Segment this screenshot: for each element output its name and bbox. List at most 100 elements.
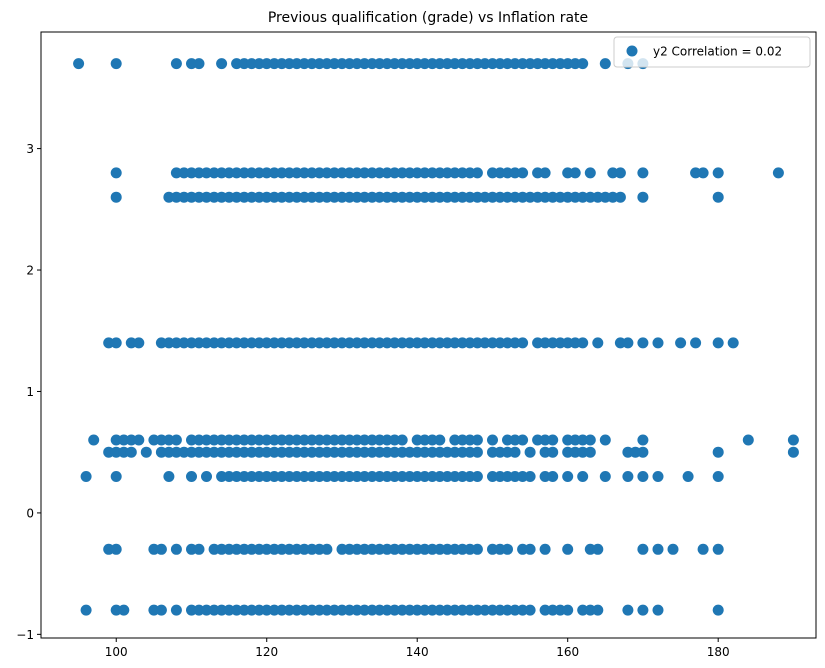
data-point bbox=[712, 543, 724, 555]
data-point bbox=[163, 471, 175, 482]
data-point bbox=[261, 543, 273, 555]
chart-title: Previous qualification (grade) vs Inflat… bbox=[268, 10, 588, 26]
data-point bbox=[328, 58, 340, 70]
data-point bbox=[359, 191, 370, 203]
data-point bbox=[539, 543, 551, 555]
data-point bbox=[449, 337, 461, 349]
data-point bbox=[479, 337, 491, 349]
data-point bbox=[742, 434, 754, 446]
data-point bbox=[328, 446, 340, 458]
data-point bbox=[577, 604, 589, 616]
data-point bbox=[682, 471, 694, 482]
data-point bbox=[652, 543, 664, 555]
data-point bbox=[622, 604, 634, 616]
data-point bbox=[170, 167, 182, 179]
data-point bbox=[261, 434, 273, 446]
x-tick-label: 120 bbox=[255, 645, 278, 659]
data-point bbox=[73, 58, 85, 70]
data-point bbox=[419, 543, 431, 555]
data-point bbox=[539, 337, 551, 349]
data-point bbox=[539, 167, 551, 179]
x-tick-label: 140 bbox=[406, 645, 429, 659]
data-point bbox=[80, 604, 92, 616]
data-point bbox=[231, 471, 243, 482]
data-point bbox=[479, 604, 491, 616]
data-point bbox=[599, 471, 611, 482]
data-point bbox=[328, 604, 340, 616]
data-point bbox=[231, 167, 243, 179]
data-point bbox=[712, 191, 724, 203]
data-point bbox=[509, 471, 521, 482]
data-point bbox=[170, 58, 182, 70]
data-points bbox=[73, 58, 799, 616]
data-point bbox=[419, 58, 431, 70]
data-point bbox=[170, 446, 182, 458]
data-point bbox=[298, 434, 310, 446]
data-point bbox=[110, 446, 122, 458]
x-tick-label: 160 bbox=[556, 645, 579, 659]
data-point bbox=[170, 191, 182, 203]
data-point bbox=[261, 58, 273, 70]
data-point bbox=[155, 604, 167, 616]
data-point bbox=[539, 191, 551, 203]
data-point bbox=[712, 337, 724, 349]
data-point bbox=[577, 434, 589, 446]
data-point bbox=[449, 434, 461, 446]
data-point bbox=[637, 337, 649, 349]
data-point bbox=[712, 471, 724, 482]
data-point bbox=[193, 543, 205, 555]
data-point bbox=[517, 434, 529, 446]
legend-marker bbox=[626, 45, 638, 57]
data-point bbox=[389, 446, 401, 458]
data-point bbox=[261, 471, 273, 482]
data-point bbox=[298, 167, 310, 179]
data-point bbox=[298, 446, 310, 458]
data-point bbox=[298, 543, 310, 555]
data-point bbox=[772, 167, 784, 179]
data-point bbox=[110, 604, 122, 616]
data-point bbox=[584, 167, 596, 179]
data-point bbox=[434, 434, 446, 446]
data-point bbox=[599, 58, 611, 70]
data-point bbox=[110, 191, 122, 203]
data-point bbox=[133, 337, 145, 349]
data-point bbox=[201, 604, 212, 616]
data-point bbox=[539, 446, 551, 458]
data-point bbox=[471, 167, 483, 179]
data-point bbox=[599, 434, 611, 446]
data-point bbox=[389, 58, 401, 70]
data-point bbox=[449, 471, 461, 482]
data-point bbox=[509, 167, 521, 179]
data-point bbox=[389, 604, 401, 616]
data-point bbox=[201, 446, 212, 458]
data-point bbox=[110, 337, 122, 349]
data-point bbox=[787, 446, 799, 458]
data-point bbox=[389, 543, 401, 555]
data-point bbox=[509, 446, 521, 458]
data-point bbox=[80, 471, 92, 482]
data-point bbox=[298, 191, 310, 203]
data-point bbox=[328, 337, 340, 349]
data-point bbox=[539, 58, 551, 70]
data-point bbox=[396, 434, 408, 446]
data-point bbox=[562, 471, 574, 482]
data-point bbox=[231, 604, 243, 616]
data-point bbox=[614, 167, 626, 179]
data-point bbox=[449, 191, 461, 203]
data-point bbox=[652, 604, 664, 616]
data-point bbox=[140, 446, 152, 458]
data-point bbox=[419, 167, 431, 179]
data-point bbox=[539, 471, 551, 482]
data-point bbox=[328, 471, 340, 482]
data-point bbox=[524, 446, 536, 458]
data-point bbox=[449, 446, 461, 458]
data-point bbox=[261, 446, 273, 458]
data-point bbox=[509, 604, 521, 616]
data-point bbox=[637, 167, 649, 179]
data-point bbox=[449, 604, 461, 616]
data-point bbox=[592, 337, 604, 349]
data-point bbox=[359, 434, 370, 446]
data-point bbox=[539, 604, 551, 616]
data-point bbox=[359, 167, 370, 179]
